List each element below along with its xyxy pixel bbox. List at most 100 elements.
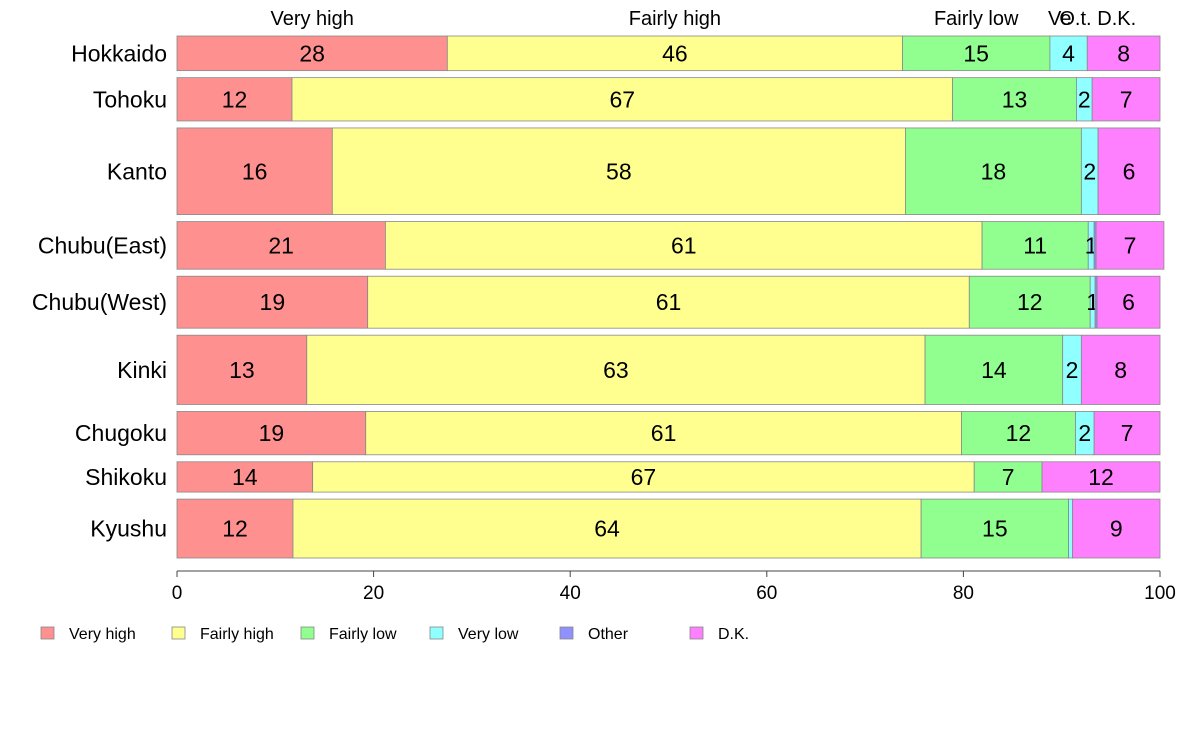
bar-segment (1091, 77, 1161, 122)
legend-swatch (689, 626, 704, 640)
data-label: 2 (1066, 357, 1079, 383)
legend-swatch (300, 626, 315, 640)
data-label: 14 (981, 357, 1007, 383)
column-header: O.t. (1059, 8, 1091, 30)
legend-swatch (40, 626, 55, 640)
data-label: 67 (631, 464, 657, 490)
bar-segment (176, 275, 369, 329)
data-label: 46 (662, 40, 688, 66)
legend-swatch (171, 626, 186, 640)
data-label: 21 (268, 232, 294, 258)
column-header: Fairly low (934, 8, 1019, 30)
data-label: 19 (259, 420, 285, 446)
data-label: 2 (1083, 158, 1096, 184)
data-label: 6 (1122, 289, 1135, 315)
data-label: 67 (610, 86, 636, 112)
bar-segment (306, 334, 926, 405)
bar-segment (331, 127, 906, 215)
column-header: Very high (270, 8, 353, 30)
data-label: 2 (1078, 86, 1091, 112)
bar-segment (384, 221, 983, 270)
data-label: 12 (222, 86, 248, 112)
data-label: 19 (260, 289, 286, 315)
data-label: 8 (1117, 40, 1130, 66)
column-header: Fairly high (629, 8, 721, 30)
bar-segment (176, 498, 294, 559)
bar-segment (1080, 334, 1161, 405)
legend-label: Very high (69, 626, 136, 643)
data-label: 12 (1017, 289, 1043, 315)
data-label: 9 (1110, 516, 1123, 542)
category-label: Chubu(East) (38, 232, 167, 258)
data-label: 16 (242, 158, 268, 184)
column-header: D.K. (1097, 8, 1136, 30)
bar-segment (367, 275, 970, 329)
bar-segment (176, 77, 293, 122)
bar-segment (1095, 221, 1165, 270)
data-label: 13 (229, 357, 255, 383)
data-label: 7 (1120, 86, 1133, 112)
category-label: Chubu(West) (32, 289, 167, 315)
bar-segment (1097, 127, 1161, 215)
data-label: 15 (963, 40, 989, 66)
bar-segment (176, 127, 333, 215)
column-header: Ve (1048, 8, 1071, 30)
data-label: 12 (1006, 420, 1032, 446)
x-tick-label: 60 (756, 583, 777, 604)
bar-segment (176, 461, 314, 493)
x-tick-label: 80 (953, 583, 974, 604)
bar-segment (924, 334, 1064, 405)
x-tick-label: 20 (363, 583, 384, 604)
legend-swatch (559, 626, 574, 640)
data-label: 64 (594, 516, 620, 542)
bar-segment (1068, 498, 1073, 559)
bar-segment (1093, 411, 1161, 456)
bar-segment (365, 411, 962, 456)
bar-segment (1096, 275, 1161, 329)
category-label: Kyushu (90, 516, 167, 542)
legend-label: D.K. (718, 626, 749, 643)
bar-segment (176, 221, 386, 270)
category-label: Kanto (107, 158, 167, 184)
data-label: 58 (606, 158, 632, 184)
data-label: 14 (232, 464, 258, 490)
x-tick-label: 0 (172, 583, 183, 604)
x-tick-label: 100 (1144, 583, 1176, 604)
legend-label: Fairly high (200, 626, 274, 643)
data-label: 18 (981, 158, 1007, 184)
bar-segment (291, 77, 953, 122)
data-label: 11 (1023, 232, 1047, 258)
data-label: 8 (1114, 357, 1127, 383)
bar-segment (1041, 461, 1161, 493)
data-label: 12 (222, 516, 248, 542)
data-label: 61 (651, 420, 677, 446)
legend-label: Fairly low (329, 626, 397, 643)
category-label: Hokkaido (71, 40, 167, 66)
data-label: 2 (1078, 420, 1091, 446)
bar-segment (981, 221, 1089, 270)
bar-segment (446, 35, 903, 72)
bar-segment (952, 77, 1077, 122)
bar-segment (312, 461, 975, 493)
bar-segment (961, 411, 1076, 456)
data-label: 63 (603, 357, 629, 383)
data-label: 61 (656, 289, 682, 315)
legend-swatch (429, 626, 444, 640)
bar-segment (292, 498, 922, 559)
data-label: 28 (299, 40, 325, 66)
data-label: 15 (982, 516, 1008, 542)
data-label: 12 (1088, 464, 1114, 490)
data-label: 61 (671, 232, 697, 258)
bar-segment (176, 334, 308, 405)
data-label: 4 (1062, 40, 1075, 66)
data-label: 6 (1123, 158, 1136, 184)
data-label: 7 (1124, 232, 1137, 258)
x-tick-label: 40 (560, 583, 581, 604)
category-label: Tohoku (93, 86, 167, 112)
bar-segment (1086, 35, 1161, 72)
category-label: Shikoku (85, 464, 167, 490)
bar-segment (920, 498, 1069, 559)
data-label: 13 (1002, 86, 1028, 112)
